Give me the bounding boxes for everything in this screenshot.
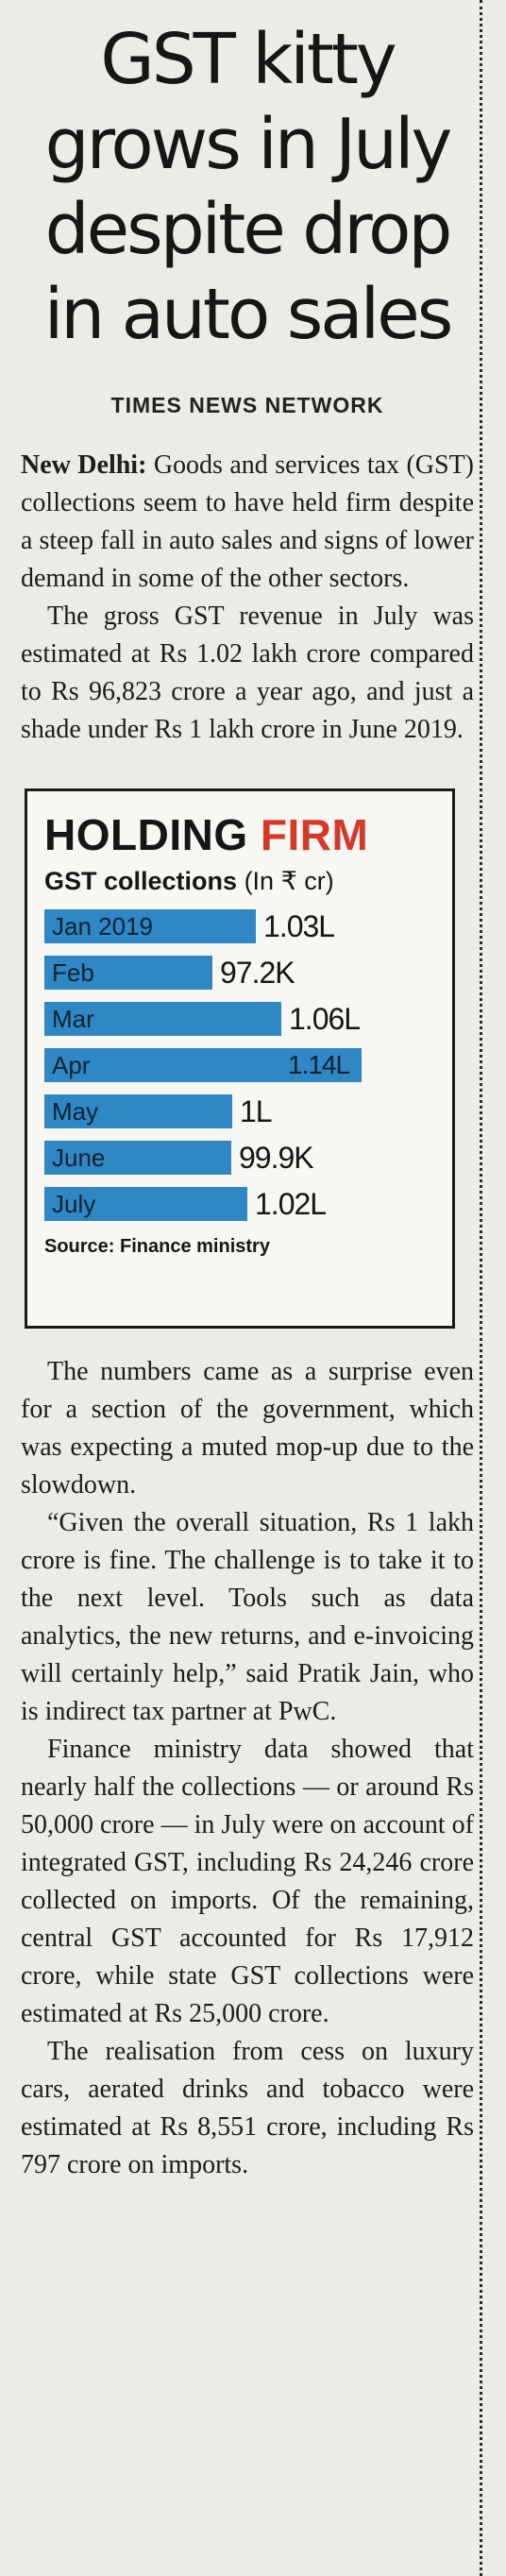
headline: GST kitty grows in July despite drop in … xyxy=(21,17,474,357)
article-column: GST kitty grows in July despite drop in … xyxy=(21,17,474,2184)
bar-value-label: 1.02L xyxy=(255,1186,327,1221)
paragraph-text: Goods and services tax (GST) collections… xyxy=(21,450,474,593)
article-paragraph: The numbers came as a surprise even for … xyxy=(21,1357,474,1500)
bar-row: Feb 97.2K xyxy=(44,949,435,995)
bar: Jan 2019 xyxy=(44,908,256,943)
bar-value-label: 97.2K xyxy=(220,955,295,990)
headline-line: grows in July xyxy=(44,104,453,185)
bar-value-label: 1.06L xyxy=(289,1001,361,1036)
bar-row: Mar 1.06L xyxy=(44,995,435,1042)
byline: TIMES NEWS NETWORK xyxy=(110,393,384,417)
column-divider xyxy=(480,0,482,2576)
chart-infobox: HOLDING FIRM GST collections (In ₹ cr) J… xyxy=(25,788,455,1329)
bar: June xyxy=(44,1140,231,1175)
chart-source: Source: Finance ministry xyxy=(44,1236,270,1257)
bar-category-label: Feb xyxy=(52,958,94,987)
bar-value-label: 1L xyxy=(240,1093,273,1128)
headline-line: in auto sales xyxy=(43,274,454,355)
bar-row: May 1L xyxy=(44,1088,435,1134)
bar-category-label: Mar xyxy=(52,1004,94,1033)
bar-category-label: July xyxy=(52,1189,96,1218)
bar-value-label: 99.9K xyxy=(239,1140,314,1175)
headline-line: despite drop xyxy=(44,189,453,270)
bar: Feb xyxy=(44,955,212,990)
article-paragraph: “Given the overall situation, Rs 1 lakh … xyxy=(21,1508,474,1726)
bar: May xyxy=(44,1093,232,1128)
bar-row: Apr 1.14L xyxy=(44,1042,435,1088)
bar-value-label: 1.03L xyxy=(263,908,335,943)
bar-row: Jan 2019 1.03L xyxy=(44,903,435,949)
bar-row: July 1.02L xyxy=(44,1180,435,1227)
bar-category-label: June xyxy=(52,1143,106,1172)
article-paragraph: The gross GST revenue in July was estima… xyxy=(21,602,474,744)
chart-unit: (In ₹ cr) xyxy=(244,867,334,895)
chart-subtitle-text: GST collections xyxy=(44,867,238,895)
article-paragraph: New Delhi: Goods and services tax (GST) … xyxy=(21,447,474,598)
bar-category-label: May xyxy=(52,1096,99,1126)
bar-value-label: 1.14L xyxy=(288,1049,350,1079)
chart-title: HOLDING FIRM xyxy=(44,810,435,859)
bar-row: June 99.9K xyxy=(44,1134,435,1180)
article-paragraph: The realisation from cess on luxury cars… xyxy=(21,2037,474,2179)
bar-category-label: Apr xyxy=(52,1050,91,1079)
chart-title-part: HOLDING xyxy=(44,810,261,859)
article-paragraph: Finance ministry data showed that nearly… xyxy=(21,1735,474,2028)
bar: July xyxy=(44,1186,247,1221)
bar: Apr xyxy=(44,1047,362,1082)
bar: Mar xyxy=(44,1001,281,1036)
bar-chart: Jan 2019 1.03L Feb 97.2K Mar 1.06L Apr 1.14L May… xyxy=(44,903,435,1227)
dateline: New Delhi: xyxy=(21,450,147,480)
bar-category-label: Jan 2019 xyxy=(52,911,153,941)
chart-subtitle: GST collections (In ₹ cr) xyxy=(44,865,435,897)
chart-title-highlight: FIRM xyxy=(260,810,369,859)
headline-line: GST kitty xyxy=(100,19,396,100)
